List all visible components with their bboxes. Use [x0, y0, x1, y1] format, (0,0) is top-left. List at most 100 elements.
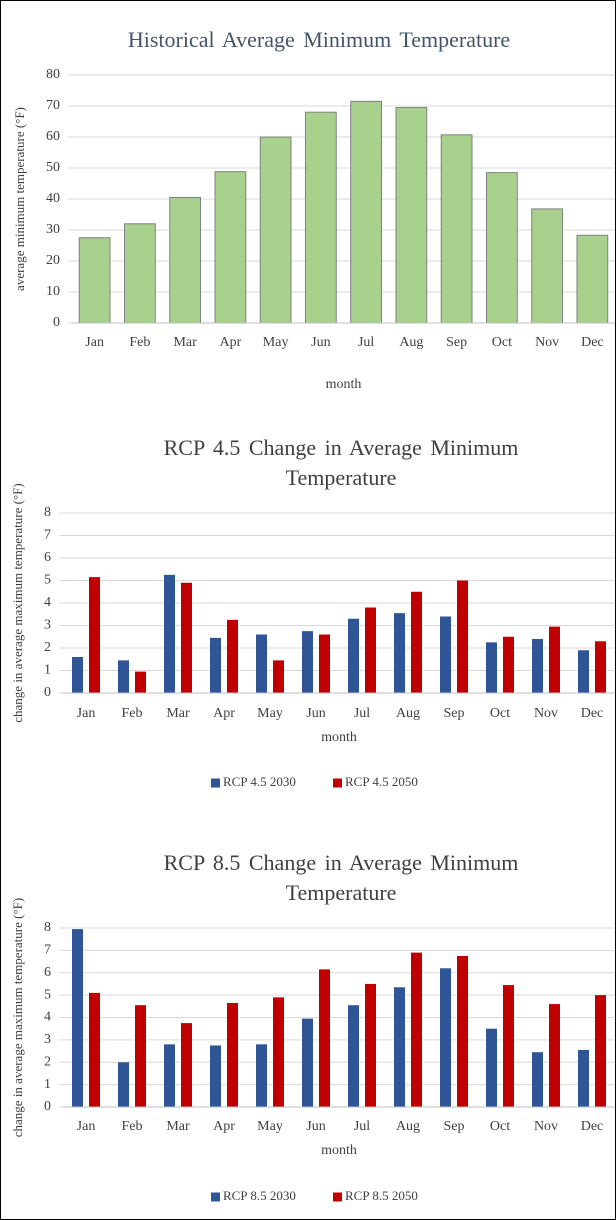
bar: [440, 968, 451, 1107]
bar: [440, 134, 473, 324]
bar: [486, 642, 497, 693]
bar: [164, 574, 175, 693]
y-tick-label: 20: [46, 253, 60, 268]
x-tick-label: Dec: [581, 706, 604, 721]
x-tick-label: Jun: [311, 335, 330, 350]
bar: [164, 1044, 175, 1107]
bar: [273, 997, 284, 1107]
bar: [457, 580, 468, 693]
x-tick-label: Sep: [446, 335, 467, 350]
bar: [549, 626, 560, 693]
y-tick-label: 30: [46, 222, 60, 237]
bar: [227, 619, 238, 693]
bar: [302, 1018, 313, 1107]
y-tick-label: 1: [44, 663, 51, 678]
x-tick-label: Feb: [122, 706, 143, 721]
x-tick-label: Aug: [396, 1119, 420, 1134]
x-tick-label: Mar: [166, 706, 190, 721]
bar: [214, 171, 247, 324]
x-tick-label: Aug: [396, 706, 420, 721]
bar: [532, 639, 543, 693]
bar: [135, 1005, 146, 1107]
y-tick-label: 0: [44, 685, 51, 700]
bar: [411, 952, 422, 1107]
bar: [302, 631, 313, 693]
bar: [169, 196, 202, 324]
y-tick-label: 80: [46, 67, 60, 82]
x-tick-label: May: [263, 335, 289, 350]
x-tick-label: Apr: [213, 706, 235, 721]
chart-title: RCP 4.5 Change in Average Minimum Temper…: [163, 435, 519, 490]
x-tick-label: May: [257, 706, 283, 721]
bar: [394, 613, 405, 693]
chart-title: Historical Average Minimum Temperature: [127, 27, 511, 52]
x-tick-label: Jan: [77, 1119, 96, 1134]
legend-label: RCP 8.5 2050: [345, 1188, 418, 1203]
bar: [394, 987, 405, 1107]
legend-label: RCP 4.5 2030: [223, 774, 296, 789]
y-tick-label: 6: [44, 550, 51, 565]
legend-swatch: [333, 1192, 342, 1202]
x-tick-label: Oct: [492, 335, 512, 350]
y-tick-label: 40: [46, 191, 60, 206]
y-tick-label: 8: [44, 505, 51, 520]
bar: [549, 1004, 560, 1107]
bar: [259, 136, 292, 324]
y-tick-label: 8: [44, 920, 51, 935]
y-tick-label: 10: [46, 284, 60, 299]
y-tick-label: 6: [44, 965, 51, 980]
x-tick-label: Oct: [490, 1119, 510, 1134]
y-tick-label: 70: [46, 98, 60, 113]
y-axis-label: average minimum temperature (°F): [12, 107, 27, 291]
bar: [256, 634, 267, 693]
x-tick-label: Feb: [129, 335, 150, 350]
bar: [595, 641, 606, 693]
bar: [348, 1005, 359, 1107]
x-axis-label: month: [321, 730, 357, 745]
y-axis-label: change in average maximum temperature (°…: [10, 898, 25, 1137]
bar: [181, 582, 192, 693]
bar: [503, 985, 514, 1107]
x-tick-label: Jan: [77, 706, 96, 721]
x-tick-label: Oct: [490, 706, 510, 721]
y-tick-label: 4: [44, 1010, 51, 1025]
x-tick-label: May: [257, 1119, 283, 1134]
bar: [486, 1028, 497, 1107]
y-tick-label: 1: [44, 1077, 51, 1092]
y-tick-label: 2: [44, 1054, 51, 1069]
x-tick-label: Nov: [534, 1119, 558, 1134]
bar: [578, 650, 589, 693]
bar: [319, 634, 330, 693]
x-tick-label: Jul: [354, 706, 370, 721]
y-tick-label: 60: [46, 129, 60, 144]
bar: [210, 637, 221, 693]
legend-swatch: [211, 778, 220, 788]
bar: [365, 983, 376, 1107]
y-axis-label: change in average maximum temperature (°…: [10, 483, 25, 722]
y-tick-label: 7: [44, 943, 51, 958]
y-tick-label: 3: [44, 1032, 51, 1047]
y-tick-label: 4: [44, 595, 51, 610]
bar: [350, 100, 383, 324]
legend-swatch: [211, 1192, 220, 1202]
x-tick-label: Jul: [358, 335, 374, 350]
bar: [89, 992, 100, 1107]
bar: [578, 1049, 589, 1107]
bar: [89, 577, 100, 693]
bar: [503, 636, 514, 693]
x-tick-label: Jun: [306, 1119, 325, 1134]
bar: [532, 1052, 543, 1107]
bar: [319, 969, 330, 1107]
x-tick-label: Nov: [535, 335, 559, 350]
x-tick-label: Aug: [399, 335, 423, 350]
bar: [78, 237, 111, 324]
x-axis-label: month: [326, 377, 362, 392]
x-tick-label: Jul: [354, 1119, 370, 1134]
bar: [123, 223, 156, 324]
bar: [210, 1045, 221, 1107]
y-tick-label: 0: [44, 1099, 51, 1114]
x-tick-label: Apr: [213, 1119, 235, 1134]
x-tick-label: Feb: [122, 1119, 143, 1134]
